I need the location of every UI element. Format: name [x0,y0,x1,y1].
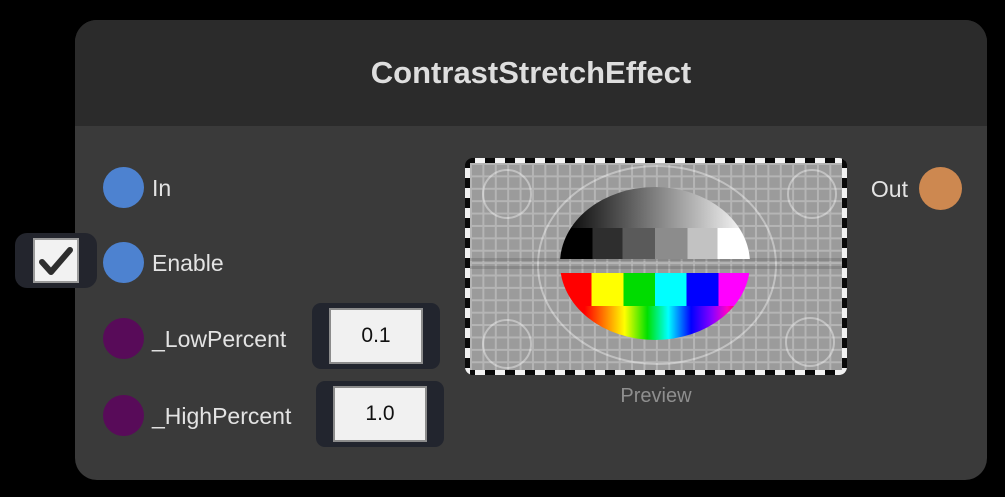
preview-dashed-border-left [465,158,470,375]
port-out[interactable] [919,167,962,210]
pattern-mid-line [465,258,847,261]
port-enable-label: Enable [152,250,224,276]
pattern-band-gap [560,259,750,273]
low-percent-input[interactable] [329,308,423,364]
node-header[interactable]: ContrastStretchEffect [75,20,987,126]
pattern-test-ball [560,187,750,340]
pattern-corner-circle [482,169,532,219]
node-card-contrast-stretch-effect[interactable]: ContrastStretchEffect In Enable _LowPerc… [75,20,987,480]
preview-dashed-border-top [465,158,847,163]
pattern-corner-circle [785,317,835,367]
high-percent-field-frame [316,381,444,447]
pattern-corner-circle [787,169,837,219]
checkmark-icon [39,247,73,275]
port-in-label: In [152,175,172,201]
preview-image [465,158,847,375]
port-in[interactable] [103,167,144,208]
port-low-percent[interactable] [103,318,144,359]
low-percent-field-frame [312,303,440,369]
high-percent-input[interactable] [333,386,427,442]
port-out-label: Out [870,176,908,202]
port-high-percent-label: _HighPercent [152,403,292,429]
pattern-band-color-blocks [560,273,750,306]
pattern-mid-line [465,266,847,269]
preview-caption: Preview [620,385,692,407]
port-low-percent-label: _LowPercent [152,326,287,352]
enable-checkbox-box[interactable] [33,238,79,283]
node-title: ContrastStretchEffect [370,55,692,90]
pattern-corner-circle [482,319,532,369]
enable-checkbox[interactable] [15,233,97,288]
port-enable[interactable] [103,242,144,283]
port-high-percent[interactable] [103,395,144,436]
preview-dashed-border-right [842,158,847,375]
preview-dashed-border-bottom [465,370,847,375]
pattern-center-circle-outline [537,165,777,365]
pattern-band-gray-steps [560,228,750,259]
